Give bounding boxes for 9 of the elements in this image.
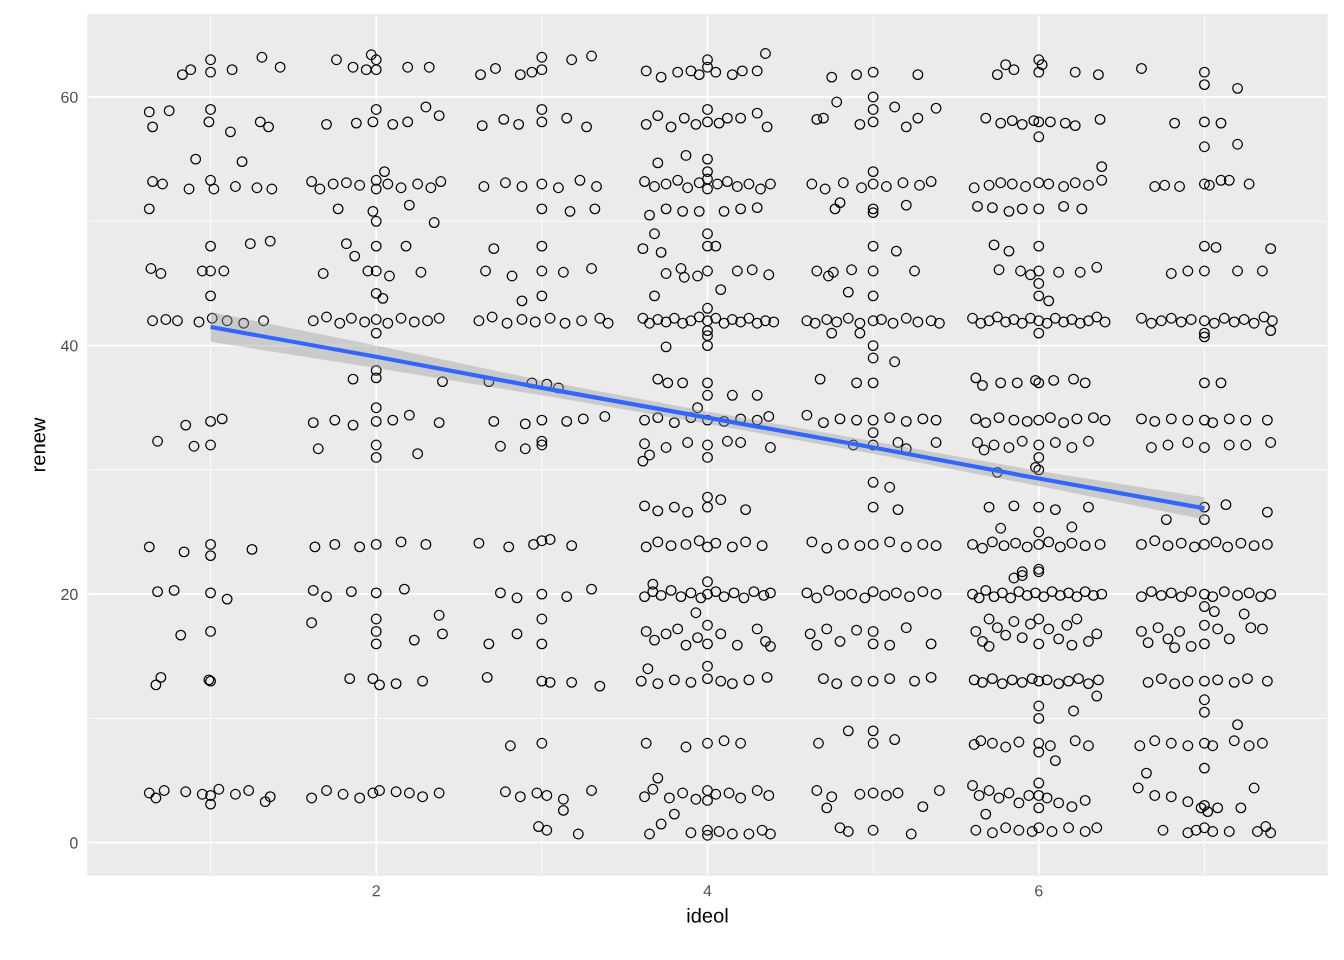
y-axis-title: renew — [34, 417, 46, 472]
x-tick-label: 2 — [372, 885, 380, 897]
x-axis-title: ideol — [687, 907, 728, 923]
x-tick-label: 6 — [1035, 885, 1043, 897]
y-tick-label: 0 — [70, 837, 78, 849]
x-tick-label: 4 — [703, 885, 712, 897]
y-tick-label: 20 — [61, 588, 78, 601]
y-tick-label: 40 — [60, 340, 78, 352]
y-tick-label: 60 — [61, 91, 78, 103]
